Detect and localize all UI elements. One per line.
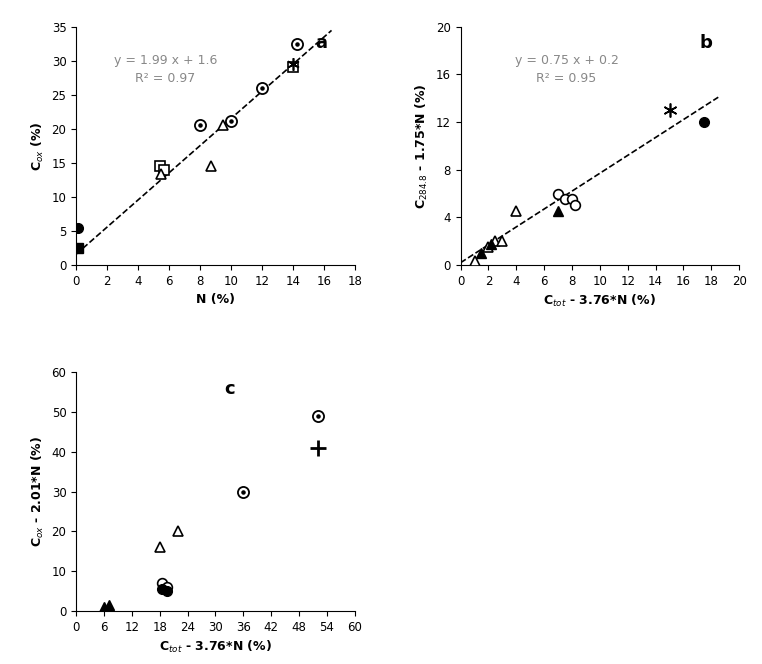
X-axis label: C$_{tot}$ - 3.76*N (%): C$_{tot}$ - 3.76*N (%): [159, 639, 272, 655]
Text: y = 1.99 x + 1.6
R² = 0.97: y = 1.99 x + 1.6 R² = 0.97: [114, 54, 217, 85]
Text: a: a: [315, 34, 328, 52]
Text: y = 0.75 x + 0.2
R² = 0.95: y = 0.75 x + 0.2 R² = 0.95: [514, 54, 619, 85]
Y-axis label: C$_{ox}$ (%): C$_{ox}$ (%): [30, 121, 46, 171]
Y-axis label: C$_{284.8}$ - 1.75*N (%): C$_{284.8}$ - 1.75*N (%): [415, 83, 431, 208]
X-axis label: N (%): N (%): [196, 293, 235, 306]
X-axis label: C$_{tot}$ - 3.76*N (%): C$_{tot}$ - 3.76*N (%): [543, 293, 656, 309]
Text: c: c: [224, 380, 235, 398]
Text: b: b: [700, 34, 712, 52]
Y-axis label: C$_{ox}$ - 2.01*N (%): C$_{ox}$ - 2.01*N (%): [30, 436, 46, 547]
